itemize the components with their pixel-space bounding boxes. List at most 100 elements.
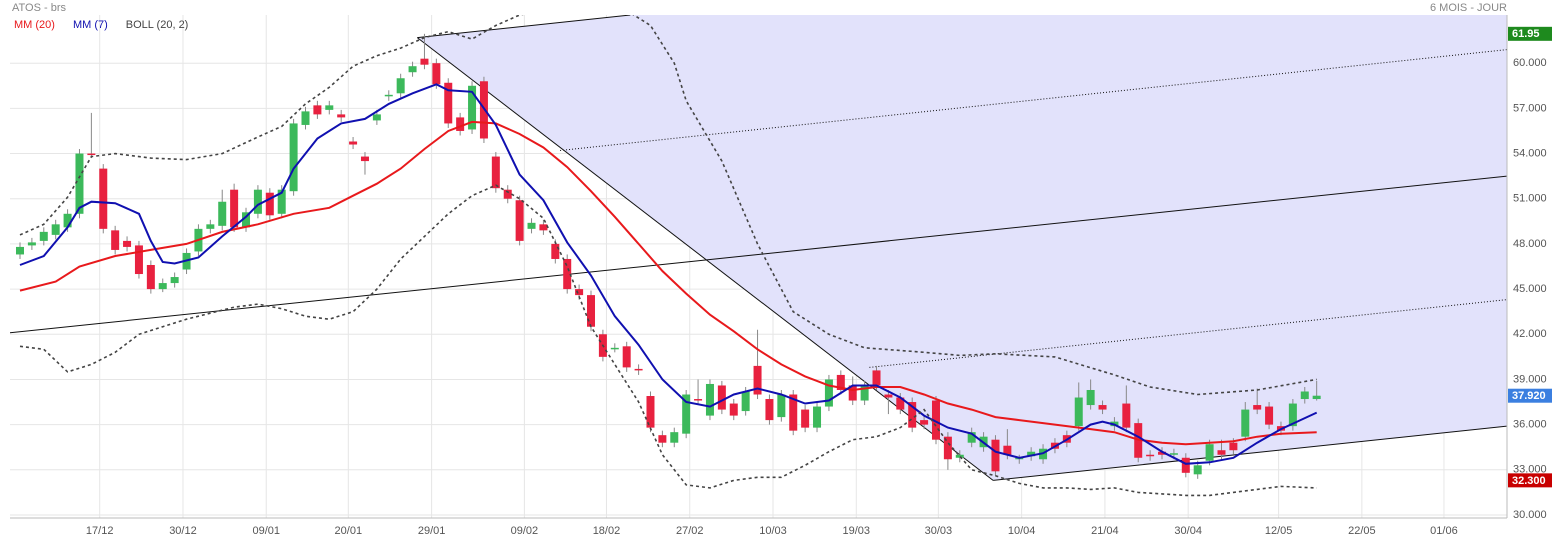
candle-body (836, 374, 845, 390)
candle-body (99, 168, 108, 229)
candle-body (717, 385, 726, 410)
candle-body (1229, 442, 1238, 451)
x-tick-label: 09/01 (252, 525, 280, 537)
candle-body (325, 105, 334, 110)
x-tick-label: 21/04 (1091, 525, 1119, 537)
x-tick-label: 18/02 (593, 525, 621, 537)
candle-body (349, 141, 358, 145)
chart-title: ATOS - brs (12, 2, 66, 14)
candle-body (539, 224, 548, 231)
candle-body (75, 153, 84, 214)
x-tick-label: 30/03 (925, 525, 953, 537)
x-tick-label: 30/12 (169, 525, 197, 537)
price-marker-label: 32.300 (1512, 475, 1546, 487)
candle-body (301, 111, 310, 125)
candle-body (729, 403, 738, 416)
y-tick-label: 39.000 (1513, 373, 1547, 385)
candle-body (87, 153, 96, 156)
candle-body (1241, 409, 1250, 437)
candle-body (372, 114, 381, 121)
candle-body (563, 258, 572, 290)
candle-body (943, 436, 952, 460)
candle-body (253, 189, 262, 214)
x-tick-label: 09/02 (511, 525, 539, 537)
x-tick-label: 20/01 (335, 525, 363, 537)
y-tick-label: 33.000 (1513, 464, 1547, 476)
candle-body (396, 78, 405, 94)
price-marker-label: 37.920 (1512, 390, 1546, 402)
candle-body (337, 114, 346, 118)
candle-body (432, 63, 441, 85)
candle-body (682, 394, 691, 434)
candle-body (206, 224, 215, 229)
candle-body (1205, 444, 1214, 461)
candle-body (146, 264, 155, 290)
candle-body (991, 439, 1000, 472)
candle-body (931, 400, 940, 440)
candle-body (420, 58, 429, 65)
x-tick-label: 10/03 (759, 525, 787, 537)
candle-body (896, 397, 905, 410)
candle-body (1074, 397, 1083, 427)
y-tick-label: 57.000 (1513, 102, 1547, 114)
candle-body (860, 385, 869, 401)
candle-body (515, 200, 524, 241)
candle-body (1253, 405, 1262, 410)
candle-body (158, 283, 167, 290)
candle-body (360, 156, 369, 162)
candle-body (610, 347, 619, 350)
candle-body (230, 189, 239, 228)
candle-body (801, 409, 810, 428)
candle-body (1265, 406, 1274, 425)
candle-body (551, 243, 560, 259)
candle-body (289, 123, 298, 192)
y-tick-label: 42.000 (1513, 328, 1547, 340)
candle-body (170, 277, 179, 284)
candle-body (444, 82, 453, 124)
candle-body (503, 189, 512, 199)
candle-body (789, 394, 798, 431)
candle-body (622, 346, 631, 368)
candle-body (51, 224, 60, 235)
candle-body (63, 213, 72, 228)
candle-body (313, 105, 322, 115)
candle-body (1300, 391, 1309, 400)
candle-body (765, 399, 774, 421)
x-tick-label: 12/05 (1265, 525, 1293, 537)
price-marker (1508, 26, 1552, 41)
candle-body (1181, 457, 1190, 473)
x-tick-label: 30/04 (1174, 525, 1202, 537)
y-tick-label: 54.000 (1513, 147, 1547, 159)
x-tick-label: 19/03 (843, 525, 871, 537)
band-upper (19, 15, 1317, 396)
candle-body (1193, 465, 1202, 475)
channel-shade (417, 15, 1507, 481)
candle-body (824, 379, 833, 407)
y-tick-label: 48.000 (1513, 238, 1547, 250)
candle-body (694, 399, 703, 401)
trend-line (993, 425, 1507, 481)
candle-body (848, 385, 857, 401)
candle-body (123, 240, 132, 247)
price-marker (1508, 473, 1552, 488)
candle-body (1158, 451, 1167, 455)
candle-body (1169, 453, 1178, 455)
trend-line (10, 175, 1507, 334)
candle-body (884, 394, 893, 398)
candle-body (908, 402, 917, 428)
x-tick-label: 22/05 (1348, 525, 1376, 537)
price-marker-label: 61.95 (1512, 28, 1540, 40)
candle-body (634, 368, 643, 371)
trend-line (869, 299, 1507, 368)
candle-body (1003, 445, 1012, 455)
y-tick-label: 45.000 (1513, 283, 1547, 295)
candle-body (456, 117, 465, 131)
candle-body (491, 156, 500, 189)
y-tick-label: 36.000 (1513, 419, 1547, 431)
moving-average (19, 83, 1318, 465)
candle-body (705, 383, 714, 416)
candle-body (920, 420, 929, 425)
candle-body (39, 231, 48, 241)
x-tick-label: 27/02 (676, 525, 704, 537)
